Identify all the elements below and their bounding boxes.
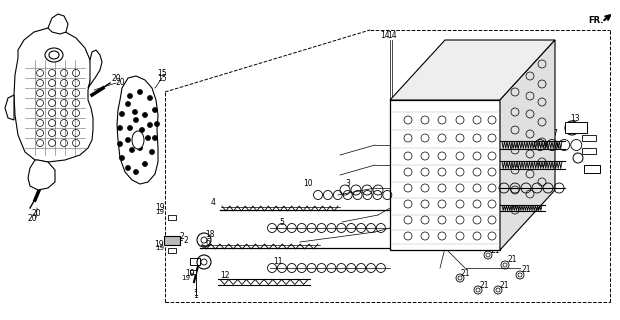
Circle shape	[133, 109, 138, 115]
Circle shape	[148, 123, 153, 127]
Circle shape	[138, 90, 143, 94]
Circle shape	[120, 156, 125, 161]
Text: 15: 15	[157, 68, 167, 77]
Circle shape	[128, 125, 133, 131]
Circle shape	[125, 138, 130, 142]
Polygon shape	[88, 50, 102, 88]
Text: 18: 18	[205, 229, 215, 238]
Circle shape	[118, 125, 123, 131]
Text: 14: 14	[380, 30, 390, 39]
Text: 7: 7	[552, 129, 557, 138]
Text: 21: 21	[521, 266, 531, 275]
Text: 21: 21	[490, 245, 500, 254]
Bar	[190, 270, 196, 274]
Text: 21: 21	[507, 255, 516, 265]
Text: 19: 19	[156, 245, 164, 251]
Bar	[168, 215, 176, 220]
Polygon shape	[5, 95, 14, 120]
Ellipse shape	[49, 51, 59, 59]
Polygon shape	[14, 28, 93, 162]
Polygon shape	[390, 100, 500, 250]
Circle shape	[143, 162, 148, 166]
Circle shape	[153, 135, 157, 140]
Text: 14: 14	[387, 30, 397, 39]
Text: 20: 20	[115, 77, 125, 86]
Text: 21: 21	[460, 269, 470, 278]
Text: 13: 13	[570, 114, 580, 123]
Text: 15: 15	[157, 74, 167, 83]
Text: 6: 6	[206, 237, 210, 246]
Bar	[584, 165, 600, 173]
Bar	[168, 248, 176, 253]
Circle shape	[153, 108, 157, 113]
Polygon shape	[48, 14, 68, 34]
Text: 21: 21	[479, 281, 489, 290]
Circle shape	[133, 170, 138, 174]
Text: 20: 20	[31, 209, 41, 218]
Circle shape	[154, 122, 159, 126]
Ellipse shape	[45, 48, 63, 62]
Text: FR.: FR.	[588, 15, 604, 25]
Circle shape	[143, 113, 148, 117]
Text: 19: 19	[185, 269, 195, 278]
Circle shape	[140, 127, 144, 132]
Polygon shape	[28, 160, 55, 190]
Bar	[164, 236, 180, 245]
Text: 2: 2	[180, 231, 184, 241]
Text: 1: 1	[193, 291, 198, 300]
Text: 1: 1	[193, 290, 198, 299]
Text: 11: 11	[273, 258, 283, 267]
Circle shape	[148, 95, 153, 100]
Bar	[190, 258, 200, 265]
Circle shape	[146, 135, 151, 140]
Bar	[582, 148, 596, 154]
Text: 16: 16	[475, 178, 485, 187]
Text: 3: 3	[345, 179, 350, 188]
Text: 10: 10	[303, 179, 313, 188]
Text: 5: 5	[280, 218, 285, 227]
Circle shape	[128, 93, 133, 99]
Circle shape	[125, 165, 130, 171]
Text: 20: 20	[27, 213, 37, 222]
Circle shape	[149, 149, 154, 155]
Circle shape	[118, 141, 123, 147]
Text: 8: 8	[503, 131, 507, 140]
Bar	[565, 122, 587, 133]
Text: 19: 19	[154, 239, 164, 249]
Circle shape	[138, 146, 143, 150]
Circle shape	[120, 111, 125, 116]
Circle shape	[133, 117, 138, 123]
Bar	[582, 135, 596, 141]
Text: 17: 17	[535, 197, 545, 206]
Polygon shape	[390, 40, 555, 100]
Text: 19: 19	[156, 209, 164, 215]
Text: 20: 20	[111, 74, 121, 83]
Circle shape	[130, 148, 135, 153]
Text: 21: 21	[499, 282, 509, 291]
Circle shape	[125, 101, 130, 107]
Text: 9: 9	[505, 154, 510, 163]
Polygon shape	[117, 76, 158, 184]
Text: 12: 12	[220, 271, 230, 281]
Text: 2: 2	[184, 236, 188, 244]
Text: 19: 19	[155, 203, 165, 212]
Polygon shape	[500, 40, 555, 250]
Text: 4: 4	[211, 197, 215, 206]
Ellipse shape	[132, 131, 144, 149]
Text: 19: 19	[182, 275, 190, 281]
